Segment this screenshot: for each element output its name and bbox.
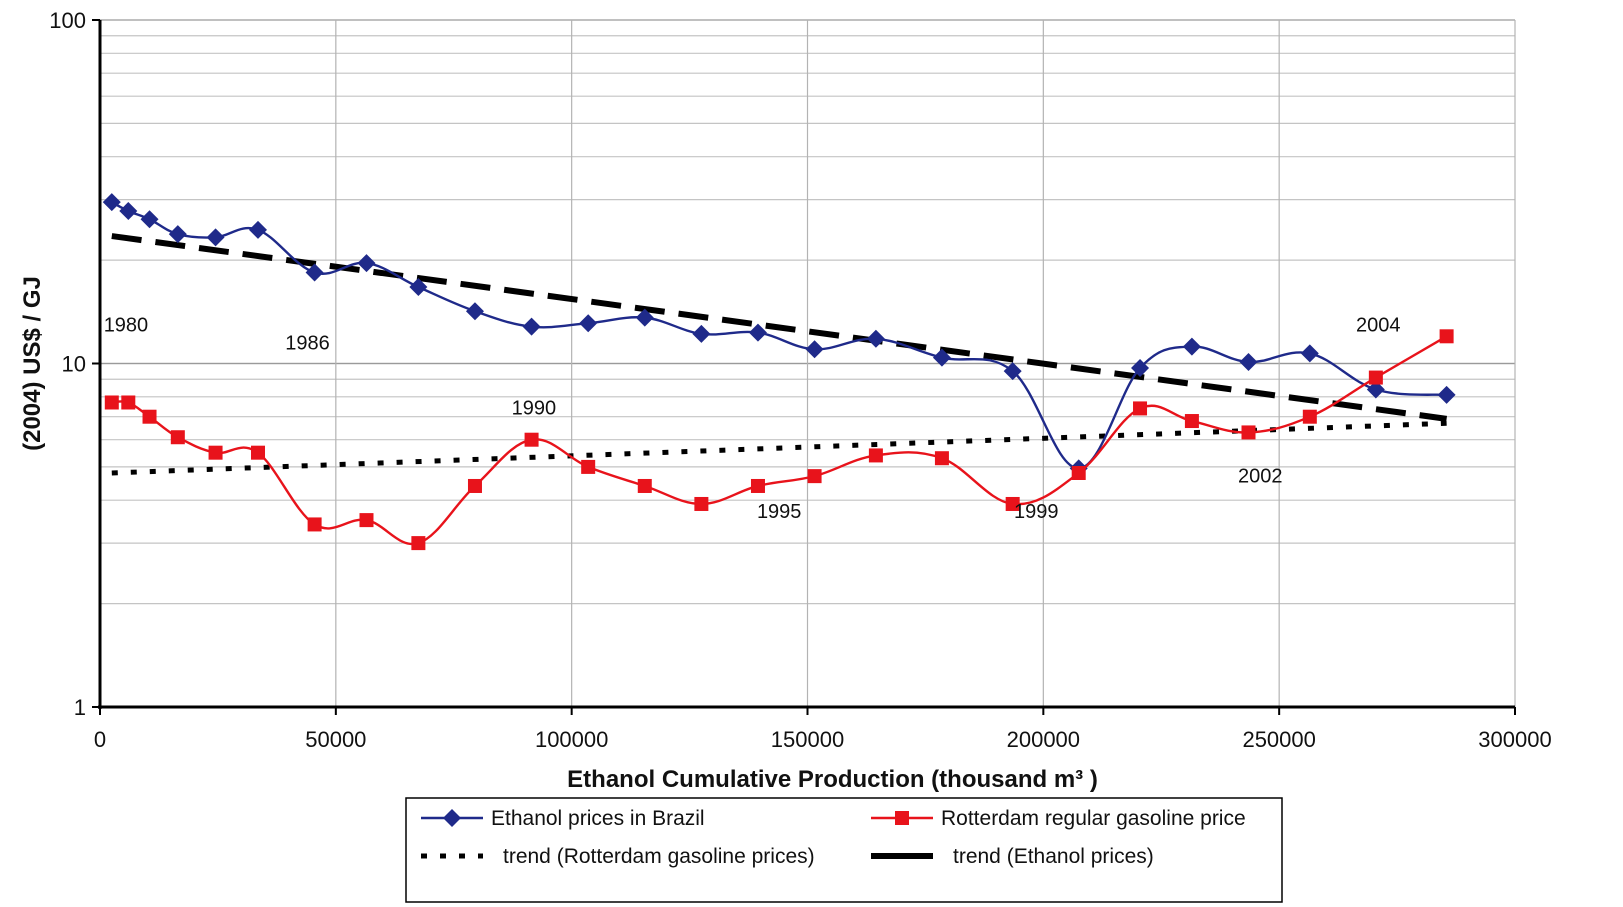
ethanol-point [1003,362,1022,381]
ethanol-point [932,348,951,367]
x-tick-label: 0 [94,727,106,752]
y-axis-title: (2004) US$ / GJ [19,276,46,451]
axes [92,19,1516,715]
gasoline-point [1133,401,1148,416]
ethanol-point [168,225,187,244]
gasoline-point [104,395,119,410]
year-annotation: 1980 [104,314,149,336]
ethanol-point [522,317,541,336]
x-tick-label: 250000 [1242,727,1315,752]
x-tick-label: 200000 [1007,727,1080,752]
gasoline-point [251,445,266,460]
trend-line-ethanol [111,233,1448,422]
ethanol-point [140,210,159,229]
ethanol-point [465,302,484,321]
ethanol-point [805,340,824,359]
y-tick-label: 10 [62,352,86,377]
ethanol-point [579,314,598,333]
gasoline-point [359,513,374,528]
x-axis-title: Ethanol Cumulative Production (thousand … [567,766,1098,793]
legend: Ethanol prices in Brazil Rotterdam regula… [405,797,1283,903]
x-tick-label: 50000 [305,727,366,752]
year-annotation: 1990 [512,398,557,420]
x-tick-label: 300000 [1478,727,1551,752]
gasoline-point [934,451,949,466]
ethanol-point [1300,344,1319,363]
tick-labels: 0 50000 100000 150000 200000 250000 300000 1 10 1… [49,8,1551,752]
ethanol-point [119,201,138,220]
legend-swatch-ethanol-marker [443,809,461,827]
ethanol-point [1131,359,1150,378]
year-annotations: 1980 1986 1990 1995 1999 2002 2004 [104,314,1401,523]
ethanol-point [1366,380,1385,399]
gasoline-point [1184,414,1199,429]
legend-entry-label: trend (Rotterdam gasoline prices) [503,845,815,868]
ethanol-point [409,277,428,296]
series-layer [102,193,1456,551]
gasoline-point [750,478,765,493]
ethanol-point [748,323,767,342]
gasoline-point [1302,409,1317,424]
gasoline-point [524,432,539,447]
gasoline-point [1439,329,1454,344]
ethanol-point [635,308,654,327]
year-annotation: 1999 [1014,501,1059,523]
ethanol-point [102,193,121,212]
gasoline-point [307,517,322,532]
ethanol-point [692,324,711,343]
gasoline-point [208,445,223,460]
year-annotation: 1986 [285,332,330,354]
ethanol-point [1239,353,1258,372]
legend-entry-label: trend (Ethanol prices) [953,845,1154,868]
ethanol-point [305,263,324,282]
legend-box [405,797,1283,903]
ethanol-point [357,254,376,273]
ethanol-point [206,228,225,247]
gasoline-point [807,469,822,484]
ethanol-point [1437,385,1456,404]
gasoline-point [1241,425,1256,440]
y-tick-label: 100 [49,8,86,33]
x-tick-label: 150000 [771,727,844,752]
gasoline-point [467,478,482,493]
gasoline-point [142,409,157,424]
grid [99,19,1516,708]
legend-entry-label: Ethanol prices in Brazil [491,807,705,830]
ethanol-point [866,329,885,348]
gasoline-point [1368,370,1383,385]
year-annotation: 2004 [1356,314,1401,336]
legend-entry-label: Rotterdam regular gasoline price [941,807,1246,830]
gasoline-point [1005,496,1020,511]
gasoline-point [1071,465,1086,480]
ethanol-point [249,220,268,239]
x-tick-label: 100000 [535,727,608,752]
ethanol-point [1182,337,1201,356]
year-annotation: 1995 [757,501,802,523]
year-annotation: 2002 [1238,466,1283,488]
y-tick-label: 1 [74,695,86,720]
trend-line-rotterdam [111,420,1447,476]
legend-swatch-gasoline-marker [895,811,909,825]
gasoline-point [868,448,883,463]
gasoline-point [121,395,136,410]
gasoline-point [581,459,596,474]
gasoline-point [637,478,652,493]
gasoline-point [411,536,426,551]
gasoline-point [170,430,185,445]
gasoline-point [694,496,709,511]
